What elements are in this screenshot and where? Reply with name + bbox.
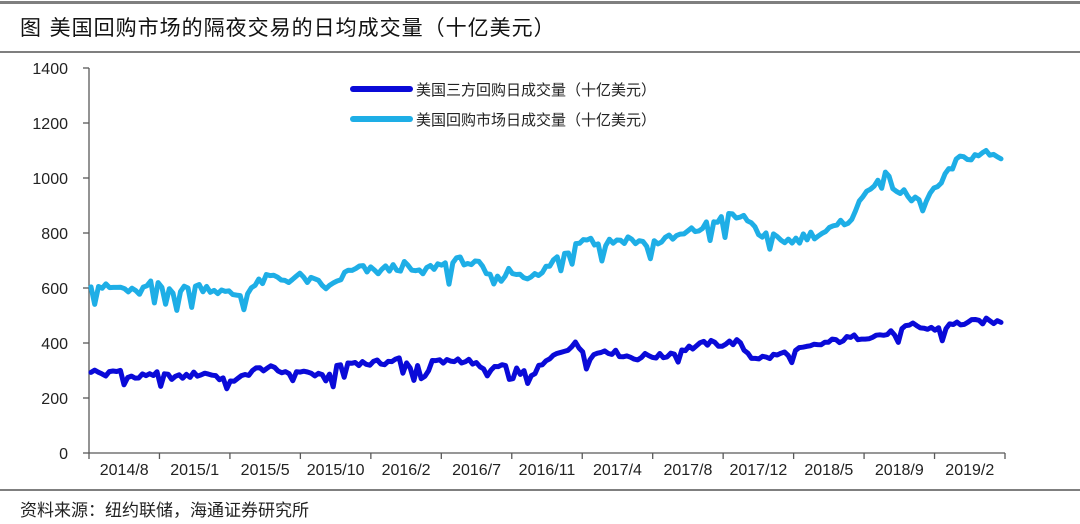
x-tick-label: 2015/10 [307,462,365,479]
title-rule [0,51,1080,53]
x-tick-label: 2018/5 [804,462,853,479]
y-tick-label: 0 [59,446,68,463]
footer-rule [0,489,1080,491]
y-tick-label: 200 [41,391,68,408]
x-tick-label: 2015/5 [241,462,290,479]
x-tick-label: 2016/7 [452,462,501,479]
legend-label-tri-party: 美国三方回购日成交量（十亿美元） [416,81,656,99]
y-tick-label: 400 [41,336,68,353]
chart-title: 图 美国回购市场的隔夜交易的日均成交量（十亿美元） [20,16,556,40]
y-tick-label: 800 [41,226,68,243]
repo-market-series-line [88,148,1004,313]
y-tick-label: 1000 [32,171,68,188]
x-tick-label: 2016/11 [519,462,576,479]
x-tick-label: 2019/2 [945,462,994,479]
x-tick-label: 2017/8 [663,462,712,479]
axes: 0 200 400 600 800 1000 1200 1400 2014/8 2015/1 201… [32,61,1006,479]
y-tick-label: 1400 [32,61,68,78]
x-tick-label: 2016/2 [382,462,431,479]
source-note: 资料来源：纽约联储，海通证券研究所 [20,501,309,521]
y-tick-label: 600 [41,281,68,298]
x-tick-label: 2018/9 [875,462,924,479]
top-rule [0,1,1080,4]
legend-label-repo-market: 美国回购市场日成交量（十亿美元） [416,111,656,129]
tri-party-series-line [88,315,1004,392]
legend: 美国三方回购日成交量（十亿美元） 美国回购市场日成交量（十亿美元） [350,81,656,129]
series-lines [88,148,1004,392]
x-tick-label: 2014/8 [100,462,149,479]
x-tick-label: 2017/4 [593,462,642,479]
y-tick-label: 1200 [32,116,68,133]
x-tick-label: 2017/12 [729,462,787,479]
x-tick-label: 2015/1 [170,462,219,479]
